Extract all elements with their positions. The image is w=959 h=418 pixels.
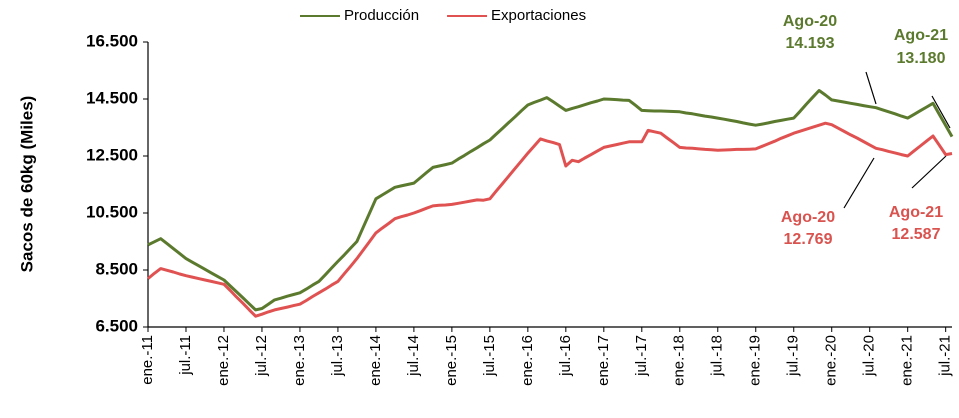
x-tick-label: ene.-18 xyxy=(671,335,688,386)
x-tick-label: ene.-13 xyxy=(291,335,308,386)
x-tick-label: jul.-17 xyxy=(633,335,650,377)
x-tick-label: jul.-12 xyxy=(253,335,270,377)
x-tick-label: ene.-17 xyxy=(595,335,612,386)
x-tick-label: jul.-14 xyxy=(405,335,422,377)
x-tick-label: ene.-19 xyxy=(747,335,764,386)
x-tick-label: jul.-18 xyxy=(709,335,726,377)
series-line xyxy=(147,89,954,312)
x-tick-label: jul.-19 xyxy=(785,335,802,377)
annotation: Ago-20 xyxy=(783,13,837,30)
x-tick-label: jul.-15 xyxy=(481,335,498,377)
x-tick-label: ene.-16 xyxy=(519,335,536,386)
leader xyxy=(911,155,947,189)
x-tick-label: jul.-13 xyxy=(329,335,346,377)
x-tick-label: jul.-20 xyxy=(861,335,878,377)
x-tick-label: ene.-11 xyxy=(139,335,156,385)
legend-label: Producción xyxy=(344,7,419,24)
x-tick-label: ene.-21 xyxy=(899,335,916,386)
annotation: Ago-20 xyxy=(781,209,835,226)
y-tick-label: 14.500 xyxy=(86,88,138,107)
x-tick-label: ene.-12 xyxy=(215,335,232,386)
legend-label: Exportaciones xyxy=(491,7,586,24)
annotation: Ago-21 xyxy=(894,27,948,44)
annotation: 12.587 xyxy=(892,226,941,243)
x-tick-label: ene.-20 xyxy=(823,335,840,386)
x-tick-label: jul.-21 xyxy=(937,335,954,377)
x-tick-label: ene.-15 xyxy=(443,335,460,386)
leader xyxy=(865,71,877,105)
leader xyxy=(843,157,875,209)
y-tick-label: 6.500 xyxy=(95,316,138,335)
y-tick-label: 16.500 xyxy=(86,31,138,50)
x-tick-label: jul.-11 xyxy=(177,335,194,376)
annotation-leaders xyxy=(843,71,951,209)
series-line xyxy=(147,121,953,318)
annotation: 12.769 xyxy=(784,231,833,248)
y-tick-label: 12.500 xyxy=(86,145,138,164)
leader xyxy=(931,95,951,129)
x-tick-label: ene.-14 xyxy=(367,335,384,386)
y-tick-label: 10.500 xyxy=(86,202,138,221)
annotation: Ago-21 xyxy=(889,204,943,221)
y-tick-label: 8.500 xyxy=(95,259,138,278)
x-tick-label: jul.-16 xyxy=(557,335,574,377)
annotation: 13.180 xyxy=(897,50,946,67)
annotation: 14.193 xyxy=(786,35,835,52)
y-axis-label: Sacos de 60kg (Miles) xyxy=(17,96,36,273)
